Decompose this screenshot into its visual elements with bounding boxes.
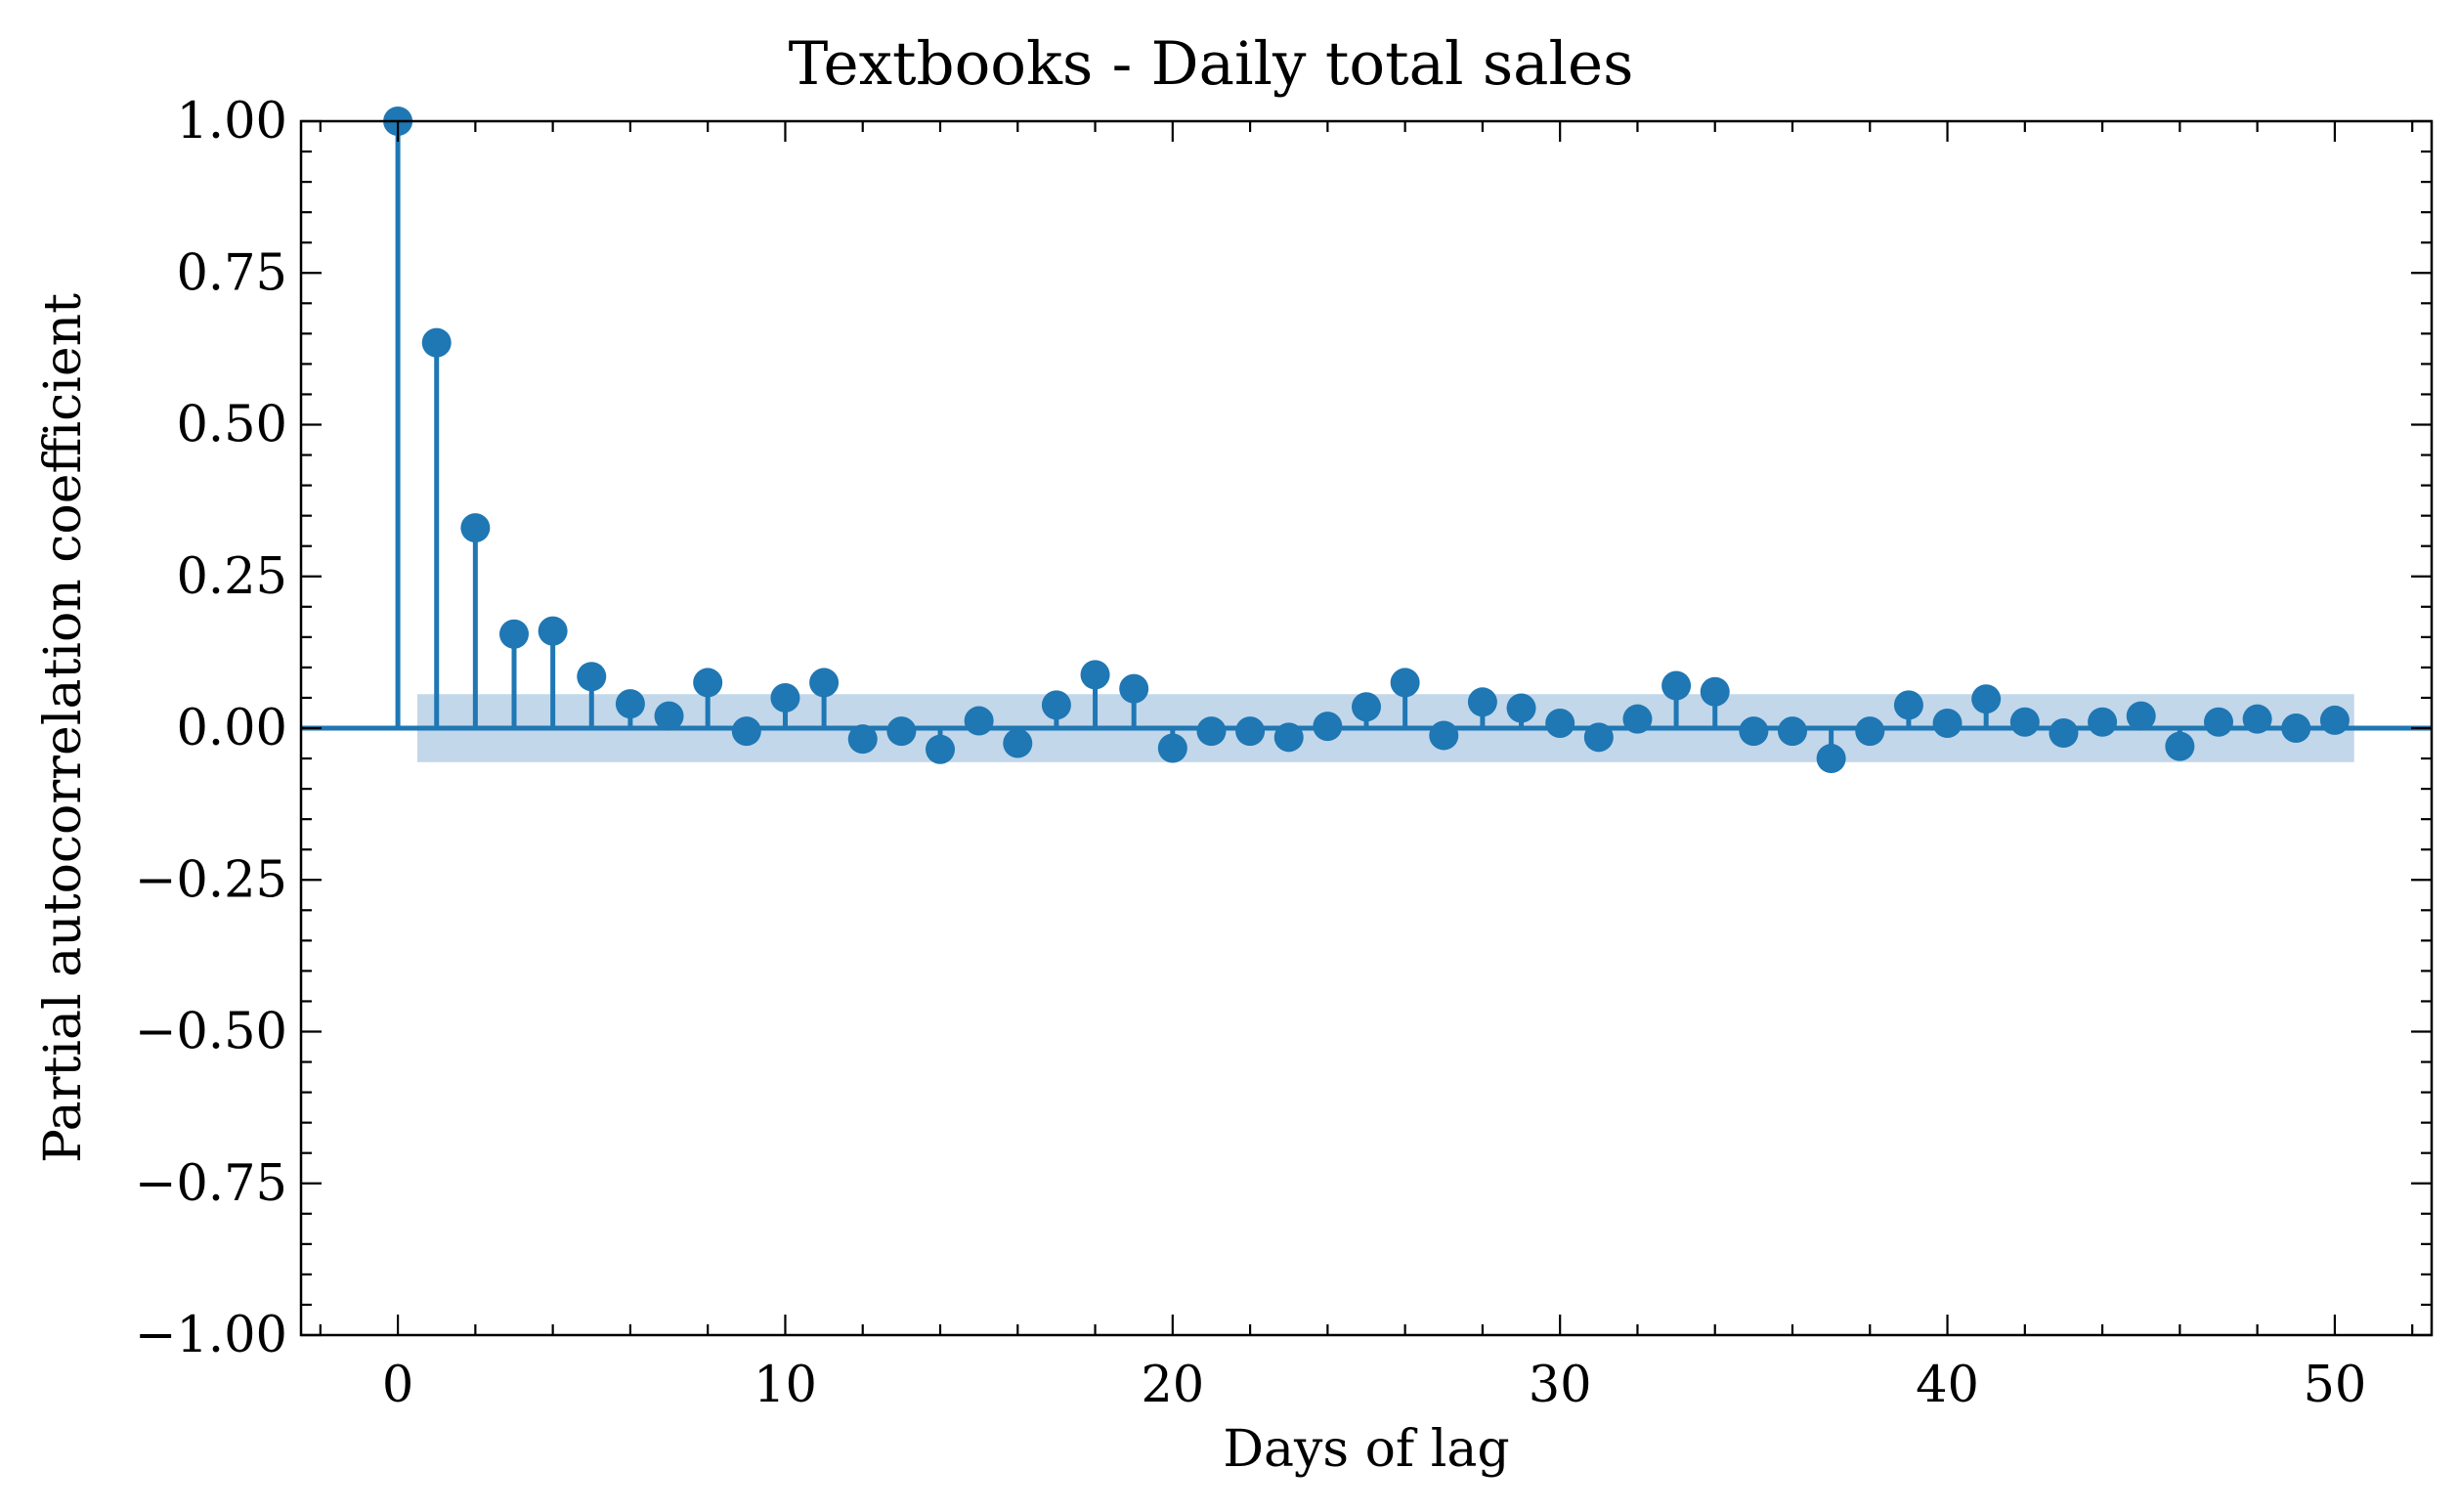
point-lag-18 [1080, 660, 1110, 690]
point-lag-10 [770, 682, 800, 713]
point-lag-35 [1739, 716, 1769, 747]
point-lag-15 [964, 706, 994, 736]
x-tick-label: 40 [1916, 1357, 1979, 1414]
point-lag-29 [1506, 693, 1536, 723]
x-tick-labels: 0 10 20 30 40 50 [382, 1357, 2366, 1414]
markers-layer [383, 107, 2350, 774]
point-lag-26 [1390, 668, 1420, 698]
x-tick-label: 20 [1141, 1357, 1204, 1414]
point-lag-37 [1816, 744, 1846, 774]
point-lag-38 [1855, 716, 1885, 747]
point-lag-32 [1622, 704, 1653, 734]
point-lag-25 [1352, 692, 1381, 722]
point-lag-9 [731, 716, 761, 747]
point-lag-42 [2009, 707, 2040, 737]
point-lag-16 [1003, 728, 1033, 758]
point-lag-40 [1932, 709, 1963, 739]
x-tick-label: 0 [382, 1357, 413, 1414]
point-lag-14 [926, 734, 955, 764]
point-lag-21 [1196, 716, 1227, 747]
point-lag-30 [1545, 709, 1575, 739]
y-tick-label: −0.75 [135, 1155, 287, 1213]
point-lag-41 [1971, 684, 2002, 714]
y-tick-label: 1.00 [176, 93, 287, 151]
point-lag-7 [654, 701, 684, 731]
point-lag-24 [1313, 712, 1343, 742]
point-lag-20 [1157, 733, 1187, 763]
x-tick-label: 30 [1529, 1357, 1592, 1414]
y-tick-label: 0.25 [176, 548, 287, 606]
x-tick-label: 50 [2303, 1357, 2366, 1414]
point-lag-48 [2242, 704, 2272, 734]
point-lag-13 [886, 716, 917, 747]
point-lag-3 [499, 619, 529, 649]
point-lag-5 [577, 662, 607, 692]
y-tick-labels: 1.00 0.75 0.50 0.25 0.00 −0.25 −0.50 −0.75 −1.00 [135, 93, 287, 1364]
point-lag-28 [1467, 687, 1497, 717]
point-lag-23 [1273, 722, 1304, 753]
point-lag-6 [615, 689, 645, 719]
y-tick-label: −0.50 [135, 1004, 287, 1061]
point-lag-27 [1429, 720, 1459, 751]
ticks-layer [301, 119, 2432, 1337]
chart-title: Textbooks - Daily total sales [789, 29, 1634, 99]
point-lag-19 [1119, 673, 1149, 704]
point-lag-8 [693, 668, 723, 698]
point-lag-34 [1700, 676, 1730, 707]
point-lag-4 [538, 616, 568, 646]
point-lag-1 [421, 327, 452, 358]
point-lag-22 [1235, 716, 1266, 747]
point-lag-36 [1778, 716, 1807, 747]
point-lag-45 [2126, 701, 2156, 731]
point-lag-17 [1041, 690, 1071, 720]
y-tick-label: −1.00 [135, 1307, 287, 1364]
y-axis-label: Partial autocorrelation coefficient [34, 293, 93, 1163]
point-lag-11 [809, 668, 840, 698]
y-tick-label: 0.50 [176, 397, 287, 454]
point-lag-31 [1583, 722, 1614, 753]
point-lag-2 [460, 513, 491, 543]
x-tick-label: 10 [754, 1357, 817, 1414]
point-lag-50 [2319, 705, 2350, 735]
point-lag-44 [2088, 707, 2118, 737]
y-tick-label: 0.00 [176, 700, 287, 757]
point-lag-46 [2165, 731, 2195, 761]
x-axis-label: Days of lag [1223, 1420, 1509, 1479]
point-lag-39 [1893, 690, 1923, 720]
point-lag-43 [2049, 717, 2079, 748]
point-lag-49 [2281, 713, 2311, 743]
y-tick-label: 0.75 [176, 244, 287, 302]
y-tick-label: −0.25 [135, 851, 287, 909]
point-lag-47 [2204, 707, 2233, 737]
point-lag-12 [847, 724, 878, 755]
point-lag-33 [1661, 670, 1692, 701]
